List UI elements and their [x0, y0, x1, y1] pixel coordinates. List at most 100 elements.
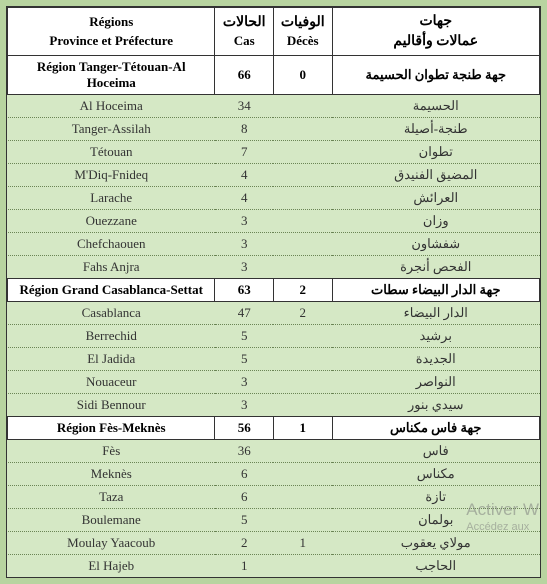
province-cases: 34 — [215, 95, 274, 118]
province-name-ar: المضيق الفنيدق — [332, 164, 540, 187]
region-cases: 66 — [215, 56, 274, 95]
region-cases: 63 — [215, 279, 274, 302]
province-row: Larache4العرائش — [8, 187, 540, 210]
province-deaths — [273, 509, 332, 532]
province-cases: 3 — [215, 210, 274, 233]
province-name-fr: Ouezzane — [8, 210, 215, 233]
province-name-ar: الحسيمة — [332, 95, 540, 118]
province-deaths — [273, 95, 332, 118]
province-row: Ouezzane3 وزان — [8, 210, 540, 233]
province-row: Sidi Bennour3 سيدي بنور — [8, 394, 540, 417]
province-row: Taza6تازة — [8, 486, 540, 509]
province-name-ar: وزان — [332, 210, 540, 233]
header-region-fr-line1: Régions — [14, 13, 208, 31]
header-cases-fr: Cas — [221, 32, 267, 50]
header-row: Régions Province et Préfecture الحالات C… — [8, 8, 540, 56]
table-container: Régions Province et Préfecture الحالات C… — [6, 6, 541, 578]
province-name-ar: فاس — [332, 440, 540, 463]
region-deaths: 1 — [273, 417, 332, 440]
province-cases: 36 — [215, 440, 274, 463]
province-row: Al Hoceima34الحسيمة — [8, 95, 540, 118]
province-deaths — [273, 141, 332, 164]
province-deaths — [273, 486, 332, 509]
province-deaths — [273, 256, 332, 279]
province-cases: 3 — [215, 394, 274, 417]
region-name-ar: جهة فاس مكناس — [332, 417, 540, 440]
province-row: Fahs Anjra3الفحص أنجرة — [8, 256, 540, 279]
province-row: Tétouan7 تطوان — [8, 141, 540, 164]
header-deaths: الوفيات Décès — [273, 8, 332, 56]
province-row: M'Diq-Fnideq4المضيق الفنيدق — [8, 164, 540, 187]
province-row: Fès36فاس — [8, 440, 540, 463]
region-name-ar: جهة الدار البيضاء سطات — [332, 279, 540, 302]
province-name-ar: مكناس — [332, 463, 540, 486]
region-deaths: 2 — [273, 279, 332, 302]
province-deaths — [273, 233, 332, 256]
province-row: Nouaceur3النواصر — [8, 371, 540, 394]
province-name-fr: Sidi Bennour — [8, 394, 215, 417]
province-cases: 3 — [215, 371, 274, 394]
province-row: El Hajeb1الحاجب — [8, 555, 540, 578]
province-cases: 3 — [215, 233, 274, 256]
province-row: Tanger-Assilah8طنجة-أصيلة — [8, 118, 540, 141]
province-cases: 4 — [215, 164, 274, 187]
province-cases: 3 — [215, 256, 274, 279]
province-row: Berrechid5برشيد — [8, 325, 540, 348]
province-name-fr: Tétouan — [8, 141, 215, 164]
province-row: Chefchaouen3شفشاون — [8, 233, 540, 256]
province-name-fr: Casablanca — [8, 302, 215, 325]
province-cases: 4 — [215, 187, 274, 210]
province-deaths — [273, 555, 332, 578]
province-name-ar: تطوان — [332, 141, 540, 164]
province-name-ar: طنجة-أصيلة — [332, 118, 540, 141]
province-cases: 6 — [215, 486, 274, 509]
data-table: Régions Province et Préfecture الحالات C… — [7, 7, 540, 577]
header-region-fr: Régions Province et Préfecture — [8, 8, 215, 56]
province-row: Casablanca472الدار البيضاء — [8, 302, 540, 325]
province-deaths — [273, 118, 332, 141]
province-name-ar: سيدي بنور — [332, 394, 540, 417]
header-cases: الحالات Cas — [215, 8, 274, 56]
province-cases: 5 — [215, 325, 274, 348]
province-name-fr: Meknès — [8, 463, 215, 486]
province-deaths — [273, 325, 332, 348]
province-name-fr: Taza — [8, 486, 215, 509]
province-name-ar: الجديدة — [332, 348, 540, 371]
province-deaths: 2 — [273, 302, 332, 325]
header-region-ar: جهات عمالات وأقاليم — [332, 8, 540, 56]
province-deaths — [273, 463, 332, 486]
province-row: Boulemane5بولمان — [8, 509, 540, 532]
header-region-ar-line1: جهات — [339, 12, 534, 32]
province-name-fr: El Jadida — [8, 348, 215, 371]
province-name-ar: بولمان — [332, 509, 540, 532]
province-name-fr: Nouaceur — [8, 371, 215, 394]
header-cases-ar: الحالات — [221, 13, 267, 33]
region-row: Région Tanger-Tétouan-Al Hoceima660جهة ط… — [8, 56, 540, 95]
province-cases: 5 — [215, 348, 274, 371]
province-deaths — [273, 440, 332, 463]
region-row: Région Fès-Meknès561جهة فاس مكناس — [8, 417, 540, 440]
province-cases: 6 — [215, 463, 274, 486]
region-name-fr: Région Grand Casablanca-Settat — [8, 279, 215, 302]
province-name-fr: Berrechid — [8, 325, 215, 348]
province-name-fr: Fahs Anjra — [8, 256, 215, 279]
region-row: Région Grand Casablanca-Settat632جهة الد… — [8, 279, 540, 302]
province-row: El Jadida5 الجديدة — [8, 348, 540, 371]
province-deaths — [273, 348, 332, 371]
header-region-fr-line2: Province et Préfecture — [14, 32, 208, 50]
province-cases: 7 — [215, 141, 274, 164]
province-name-ar: مولاي يعقوب — [332, 532, 540, 555]
province-deaths — [273, 371, 332, 394]
province-deaths — [273, 164, 332, 187]
header-region-ar-line2: عمالات وأقاليم — [339, 32, 534, 52]
header-deaths-ar: الوفيات — [280, 13, 326, 33]
province-name-fr: Chefchaouen — [8, 233, 215, 256]
province-name-fr: Tanger-Assilah — [8, 118, 215, 141]
region-deaths: 0 — [273, 56, 332, 95]
province-deaths: 1 — [273, 532, 332, 555]
province-cases: 2 — [215, 532, 274, 555]
province-deaths — [273, 187, 332, 210]
table-body: Région Tanger-Tétouan-Al Hoceima660جهة ط… — [8, 56, 540, 578]
province-deaths — [273, 394, 332, 417]
province-name-ar: الدار البيضاء — [332, 302, 540, 325]
